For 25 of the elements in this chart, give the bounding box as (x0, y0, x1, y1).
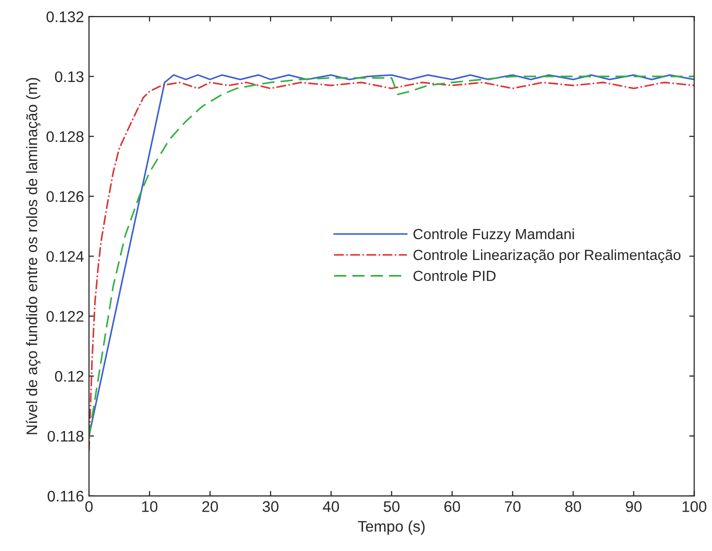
y-tick-label: 0.128 (46, 131, 84, 142)
x-tick-label: 100 (682, 501, 706, 512)
y-tick-label: 0.126 (46, 191, 84, 202)
y-axis-title: Nível de aço fundido entre os rolos de laminação (m) (26, 78, 40, 434)
y-tick-label: 0.116 (48, 490, 84, 502)
x-tick-label: 60 (444, 501, 460, 512)
x-tick-label: 10 (142, 501, 158, 512)
x-tick-label: 90 (626, 501, 642, 512)
y-tick-label: 0.122 (46, 311, 84, 322)
x-axis-title: Tempo (s) (358, 520, 425, 535)
y-tick-label: 0.12 (55, 370, 84, 382)
x-tick-label: 0 (85, 501, 93, 512)
x-tick-label: 30 (262, 501, 278, 512)
x-tick-label: 20 (202, 501, 218, 512)
x-tick-label: 40 (322, 501, 339, 512)
y-tick-label: 0.124 (46, 251, 84, 262)
y-tick-label: 0.118 (48, 430, 84, 442)
legend-label: Controle PID (414, 270, 496, 282)
legend-label: Controle Linearização por Realimentação (414, 249, 680, 264)
legend-label: Controle Fuzzy Mamdani (414, 228, 574, 242)
x-tick-label: 70 (504, 501, 521, 512)
x-tick-label: 50 (384, 501, 400, 512)
x-tick-label: 80 (565, 501, 582, 512)
y-tick-label: 0.13 (55, 71, 84, 82)
y-tick-label: 0.132 (46, 11, 84, 22)
